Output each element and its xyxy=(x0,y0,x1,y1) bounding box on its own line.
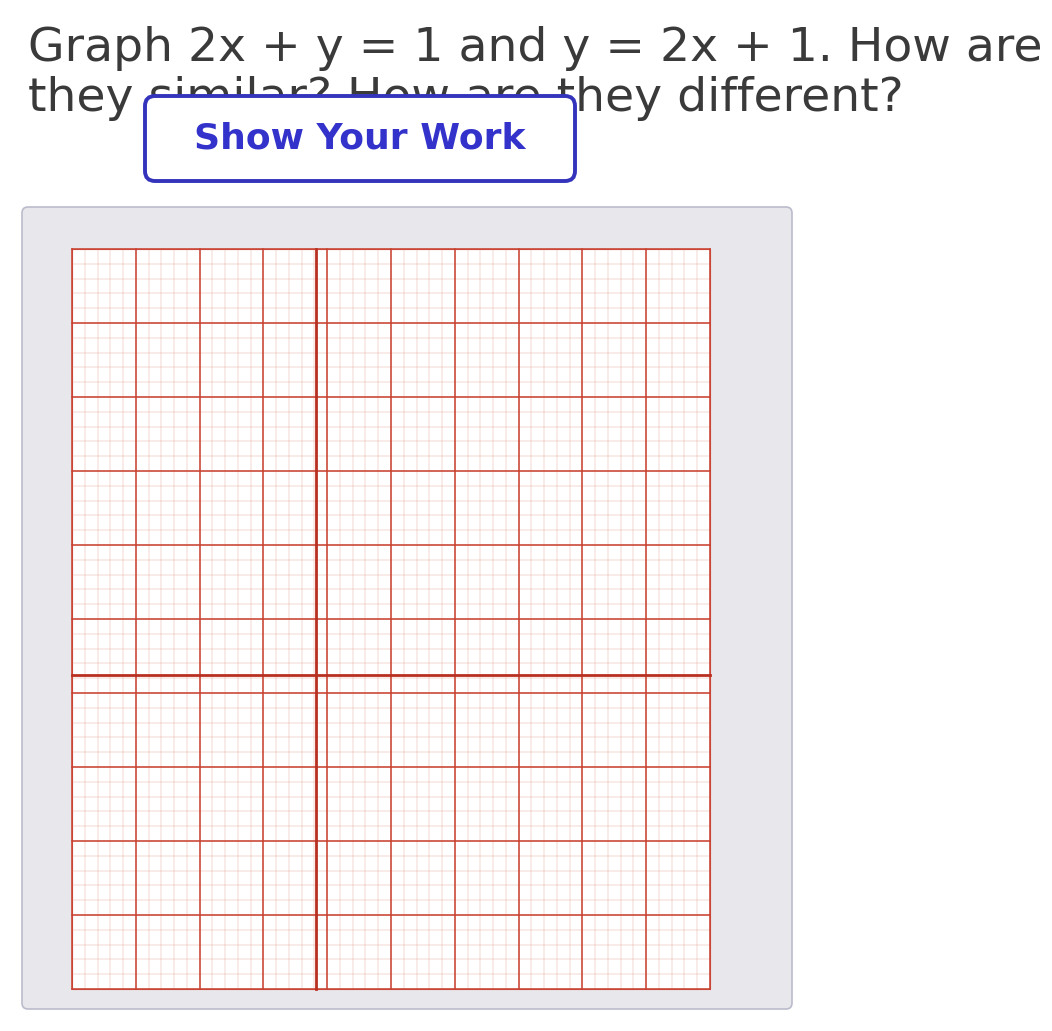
Text: Graph 2x + y = 1 and y = 2x + 1. How are: Graph 2x + y = 1 and y = 2x + 1. How are xyxy=(28,26,1043,71)
FancyBboxPatch shape xyxy=(22,207,792,1009)
Bar xyxy=(72,250,710,989)
FancyBboxPatch shape xyxy=(145,96,575,181)
Text: they similar? How are they different?: they similar? How are they different? xyxy=(28,76,904,121)
Text: Show Your Work: Show Your Work xyxy=(195,122,526,156)
